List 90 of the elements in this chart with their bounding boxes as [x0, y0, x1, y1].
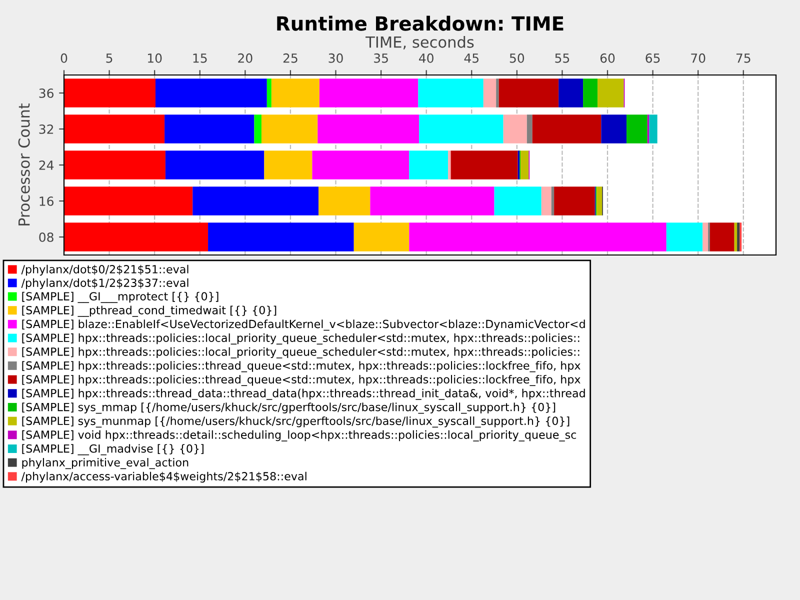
- bar: [155, 78, 267, 108]
- bar: [520, 150, 529, 180]
- bar: [261, 114, 318, 144]
- bar: [64, 114, 165, 144]
- bar: [271, 78, 320, 108]
- legend-label: /phylanx/access-variable$4$weights/2$21$58::eval: [21, 472, 306, 483]
- bar: [498, 78, 559, 108]
- bar: [312, 150, 410, 180]
- bar: [164, 114, 254, 144]
- legend-label: [SAMPLE] hpx::threads::thread_data::thread_data(hpx::threads::thread_init_data&, void*, hpx::thread: [22, 388, 585, 400]
- legend-label: [SAMPLE] hpx::threads::policies::thread_queue<std::mutex, hpx::threads::policies::lockfree_fifo, hpx: [22, 361, 580, 372]
- bar: [266, 78, 272, 108]
- bar: [64, 78, 156, 108]
- x-tick-label: 35: [374, 53, 388, 63]
- legend-label: [SAMPLE] blaze::EnableIf<UseVectorizedDefaultKernel_v<blaze::Subvector<blaze::DynamicVector<d: [22, 320, 585, 331]
- bar: [64, 186, 193, 216]
- x-tick-label: 55: [555, 54, 570, 63]
- bar: [192, 186, 319, 216]
- bar: [208, 222, 354, 252]
- bar: [318, 114, 420, 144]
- bar: [494, 186, 542, 216]
- y-tick-label: 36: [39, 88, 54, 98]
- bar: [503, 114, 527, 144]
- bar: [583, 78, 598, 108]
- x-tick-label: 60: [600, 53, 615, 63]
- bar: [554, 186, 595, 216]
- bar: [598, 78, 624, 108]
- legend-label: [SAMPLE] hpx::threads::policies::local_priority_queue_scheduler<std::mutex, hpx::threads::policies::: [22, 333, 580, 344]
- x-tick-label: 50: [510, 53, 524, 63]
- bar: [596, 186, 602, 216]
- bar: [710, 222, 734, 252]
- bar: [448, 150, 451, 180]
- y-axis-title: Processor Count: [18, 103, 30, 226]
- chart-title: Runtime Breakdown: TIME: [277, 16, 564, 31]
- x-tick-label: 30: [328, 53, 343, 63]
- legend-label: [SAMPLE] sys_mmap [{/home/users/khuck/src/gperftools/src/base/linux_syscall_support.h} {0}]: [22, 402, 556, 414]
- x-axis-title: TIME, seconds: [366, 36, 474, 50]
- x-tick-label: 70: [691, 53, 706, 63]
- legend-label: [SAMPLE] hpx::threads::policies::thread_queue<std::mutex, hpx::threads::policies::lockfree_fifo, hpx: [22, 374, 580, 386]
- bar: [551, 186, 554, 216]
- bar: [526, 114, 532, 144]
- bar: [532, 114, 602, 144]
- bar: [496, 78, 499, 108]
- bar: [737, 222, 740, 252]
- bar: [64, 150, 166, 180]
- bar: [354, 222, 410, 252]
- legend-label: [SAMPLE] __GI___mprotect [{} {0}]: [22, 292, 218, 303]
- x-tick-label: 15: [193, 54, 207, 63]
- bar: [165, 150, 264, 180]
- legend-label: /phylanx/dot$0/2$21$51::eval: [21, 264, 188, 276]
- y-tick-label: 16: [40, 196, 54, 206]
- bar: [409, 222, 666, 252]
- bar: [558, 78, 584, 108]
- x-tick-label: 40: [419, 53, 434, 63]
- legend-label: [SAMPLE] sys_munmap [{/home/users/khuck/src/gperftools/src/base/linux_syscall_support.h} {0}]: [22, 416, 570, 428]
- x-tick-label: 25: [283, 53, 298, 63]
- legend-label: [SAMPLE] hpx::threads::policies::local_priority_queue_scheduler<std::mutex, hpx::threads::policies::: [22, 347, 580, 358]
- bar: [626, 114, 648, 144]
- y-tick-label: 32: [39, 124, 54, 134]
- bar: [264, 150, 312, 180]
- bar: [318, 186, 370, 216]
- x-tick-label: 65: [646, 53, 660, 63]
- bar: [254, 114, 262, 144]
- x-tick-label: 20: [238, 53, 252, 63]
- bar: [601, 114, 627, 144]
- x-tick-label: 10: [148, 53, 162, 63]
- legend-label: phylanx_primitive_eval_action: [22, 458, 188, 470]
- y-tick-label: 24: [39, 160, 54, 170]
- bar: [734, 222, 738, 252]
- legend-label: [SAMPLE] void hpx::threads::detail::scheduling_loop<hpx::threads::policies::local_priority_queue_sc: [22, 430, 576, 442]
- bar: [409, 150, 448, 180]
- legend-label: [SAMPLE] __pthread_cond_timedwait [{} {0}]: [22, 306, 276, 317]
- bar: [666, 222, 703, 252]
- x-tick-label: 75: [736, 54, 750, 63]
- bar: [419, 114, 504, 144]
- bar: [418, 78, 484, 108]
- bar: [541, 186, 552, 216]
- bar: [702, 222, 708, 252]
- bar: [64, 222, 208, 252]
- bar: [450, 150, 518, 180]
- bar: [370, 186, 494, 216]
- x-tick-label: 5: [106, 54, 112, 63]
- legend-label: /phylanx/dot$1/2$23$37::eval: [21, 278, 188, 290]
- bar: [483, 78, 496, 108]
- x-tick-label: 0: [60, 53, 68, 63]
- y-tick-label: 08: [39, 232, 54, 242]
- bar: [319, 78, 418, 108]
- legend-label: [SAMPLE] __GI_madvise [{} {0}]: [22, 444, 204, 456]
- x-tick-label: 45: [464, 54, 478, 63]
- bar: [649, 114, 658, 144]
